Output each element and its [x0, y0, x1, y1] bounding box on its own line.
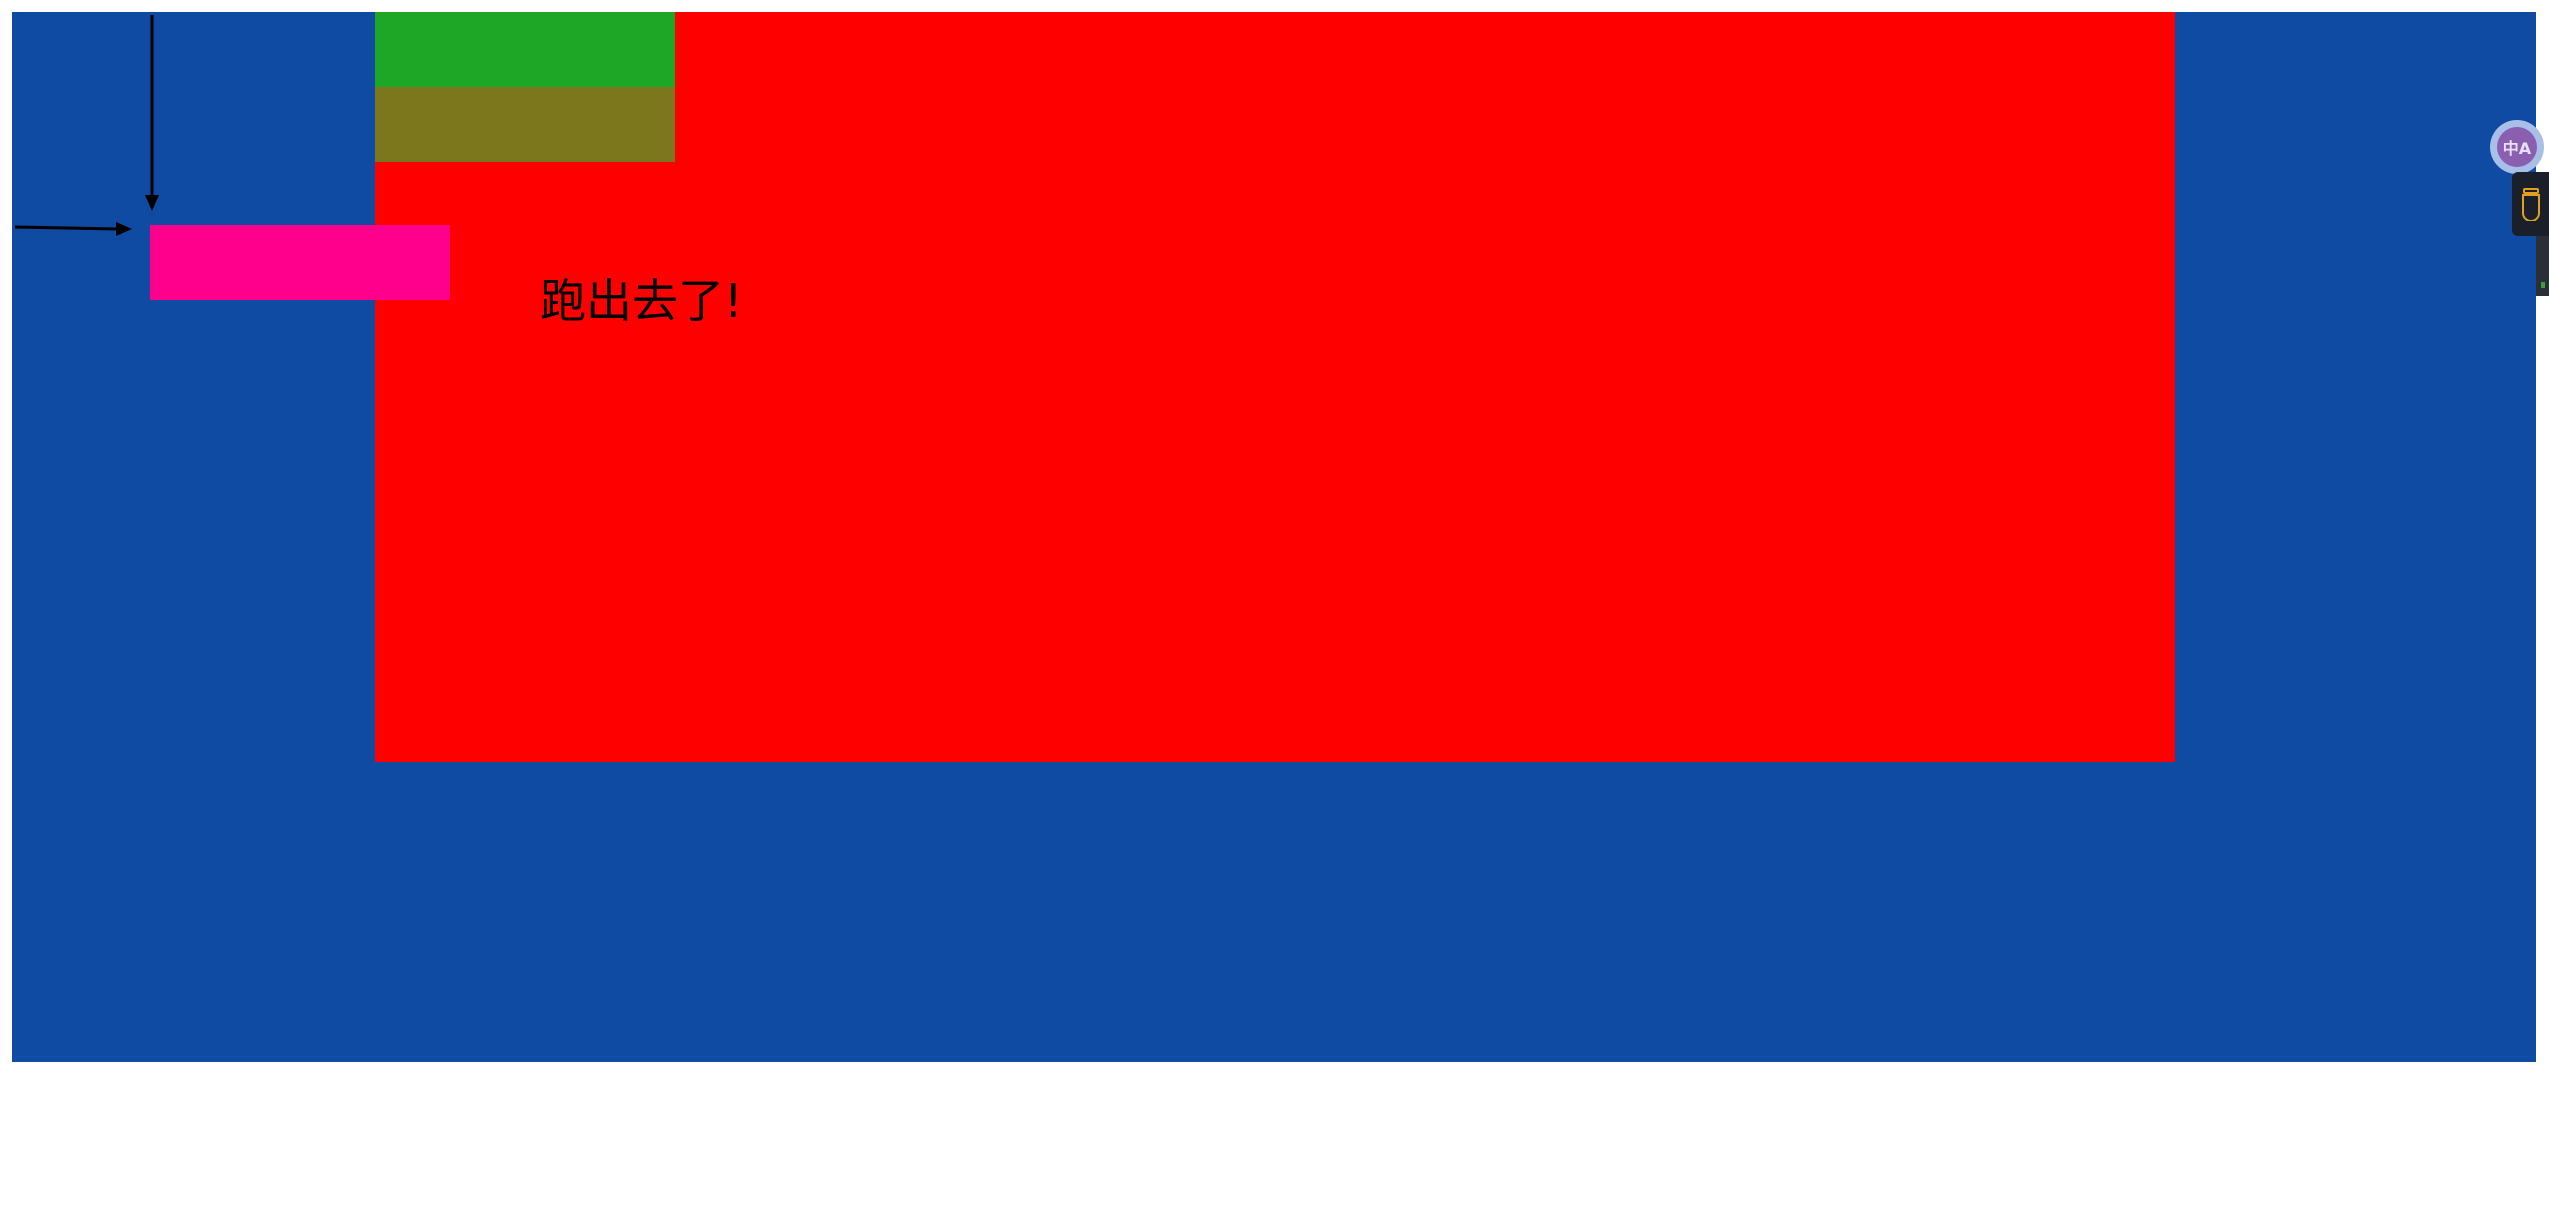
pink-box: [150, 225, 450, 300]
extension-strip[interactable]: [2536, 236, 2549, 296]
escaped-message: 跑出去了!: [540, 274, 743, 328]
mug-icon: [2521, 188, 2540, 221]
extension-panel[interactable]: [2512, 172, 2549, 236]
status-dot: [2541, 282, 2545, 288]
green-box: [375, 12, 675, 87]
olive-box: [375, 87, 675, 162]
translate-icon[interactable]: 中A: [2490, 120, 2544, 174]
red-box: [375, 12, 2175, 762]
translate-glyph: 中A: [2497, 127, 2537, 167]
